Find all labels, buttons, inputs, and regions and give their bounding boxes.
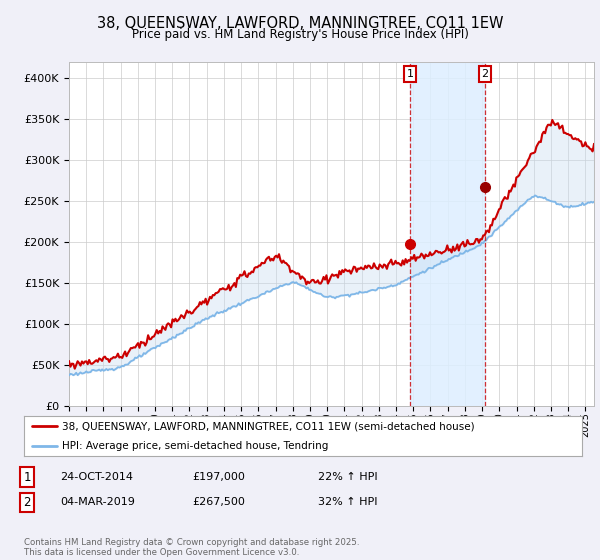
Text: 1: 1 xyxy=(407,69,413,79)
Bar xyxy=(410,62,485,406)
Text: 2: 2 xyxy=(481,69,488,79)
Text: Contains HM Land Registry data © Crown copyright and database right 2025.
This d: Contains HM Land Registry data © Crown c… xyxy=(24,538,359,557)
Text: £267,500: £267,500 xyxy=(192,497,245,507)
Text: 22% ↑ HPI: 22% ↑ HPI xyxy=(318,472,377,482)
Text: 1: 1 xyxy=(23,470,31,484)
Text: 38, QUEENSWAY, LAWFORD, MANNINGTREE, CO11 1EW (semi-detached house): 38, QUEENSWAY, LAWFORD, MANNINGTREE, CO1… xyxy=(62,421,475,431)
Text: 04-MAR-2019: 04-MAR-2019 xyxy=(60,497,135,507)
Text: 24-OCT-2014: 24-OCT-2014 xyxy=(60,472,133,482)
Text: HPI: Average price, semi-detached house, Tendring: HPI: Average price, semi-detached house,… xyxy=(62,441,328,451)
Text: £197,000: £197,000 xyxy=(192,472,245,482)
Text: Price paid vs. HM Land Registry's House Price Index (HPI): Price paid vs. HM Land Registry's House … xyxy=(131,28,469,41)
Text: 32% ↑ HPI: 32% ↑ HPI xyxy=(318,497,377,507)
Text: 2: 2 xyxy=(23,496,31,509)
Text: 38, QUEENSWAY, LAWFORD, MANNINGTREE, CO11 1EW: 38, QUEENSWAY, LAWFORD, MANNINGTREE, CO1… xyxy=(97,16,503,31)
